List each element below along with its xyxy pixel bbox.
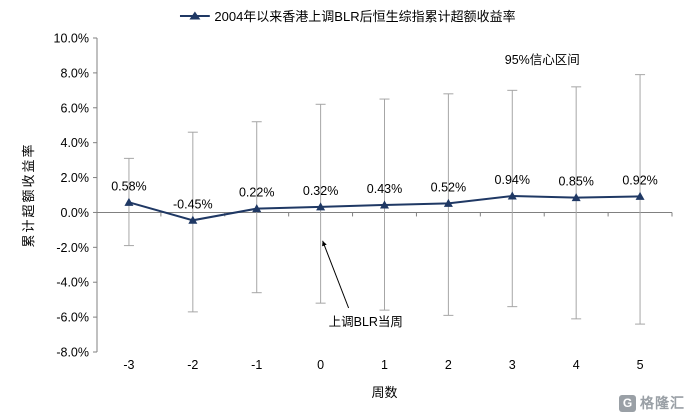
y-tick-label: -6.0% (56, 311, 89, 325)
x-tick-label: 0 (317, 358, 324, 372)
y-tick-label: 10.0% (54, 32, 89, 46)
event-annotation: 上调BLR当周 (329, 315, 403, 329)
y-tick-label: -8.0% (56, 346, 89, 360)
data-label: 0.58% (111, 179, 146, 193)
annotation-arrow (322, 240, 350, 309)
data-point-marker (188, 215, 198, 224)
y-axis-title: 累计超额收益率 (21, 142, 36, 248)
x-tick-label: -2 (187, 358, 198, 372)
data-label: 0.92% (622, 173, 657, 187)
data-label: 0.22% (239, 186, 274, 200)
y-tick-label: 4.0% (61, 136, 90, 150)
y-tick-label: 0.0% (61, 206, 90, 220)
watermark-logo-icon: G (619, 394, 636, 412)
x-tick-label: -3 (123, 358, 134, 372)
y-tick-label: -4.0% (56, 276, 89, 290)
data-point-marker (507, 191, 517, 200)
data-label: 0.85% (558, 175, 593, 189)
legend-label: 2004年以来香港上调BLR后恒生综指累计超额收益率 (214, 9, 516, 24)
data-point-marker (316, 202, 326, 211)
y-tick-label: 6.0% (61, 101, 90, 115)
data-point-marker (124, 197, 134, 206)
data-label: 0.43% (367, 182, 402, 196)
watermark-text: 格隆汇 (640, 395, 685, 411)
data-label: -0.45% (173, 197, 213, 211)
x-tick-label: 1 (381, 358, 388, 372)
data-point-marker (380, 200, 389, 209)
data-point-marker (635, 191, 645, 200)
data-point-marker (571, 193, 581, 202)
data-label: 0.32% (303, 184, 338, 198)
legend-line-marker-icon (179, 11, 210, 19)
data-point-marker (252, 204, 262, 213)
legend: 2004年以来香港上调BLR后恒生综指累计超额收益率 (179, 6, 516, 25)
y-tick-label: 2.0% (61, 171, 90, 185)
x-axis-title: 周数 (371, 385, 398, 400)
ci-annotation: 95%信心区间 (505, 53, 580, 67)
x-tick-label: 4 (573, 358, 580, 372)
x-tick-label: 3 (509, 358, 516, 372)
watermark: G 格隆汇 (619, 393, 685, 413)
data-point-marker (443, 198, 453, 207)
y-tick-label: -2.0% (56, 241, 89, 255)
data-label: 0.94% (495, 173, 530, 187)
y-tick-label: 8.0% (61, 66, 90, 80)
x-tick-label: 2 (445, 358, 452, 372)
data-label: 0.52% (431, 180, 466, 194)
x-tick-label: -1 (251, 358, 262, 372)
x-tick-label: 5 (637, 358, 644, 372)
